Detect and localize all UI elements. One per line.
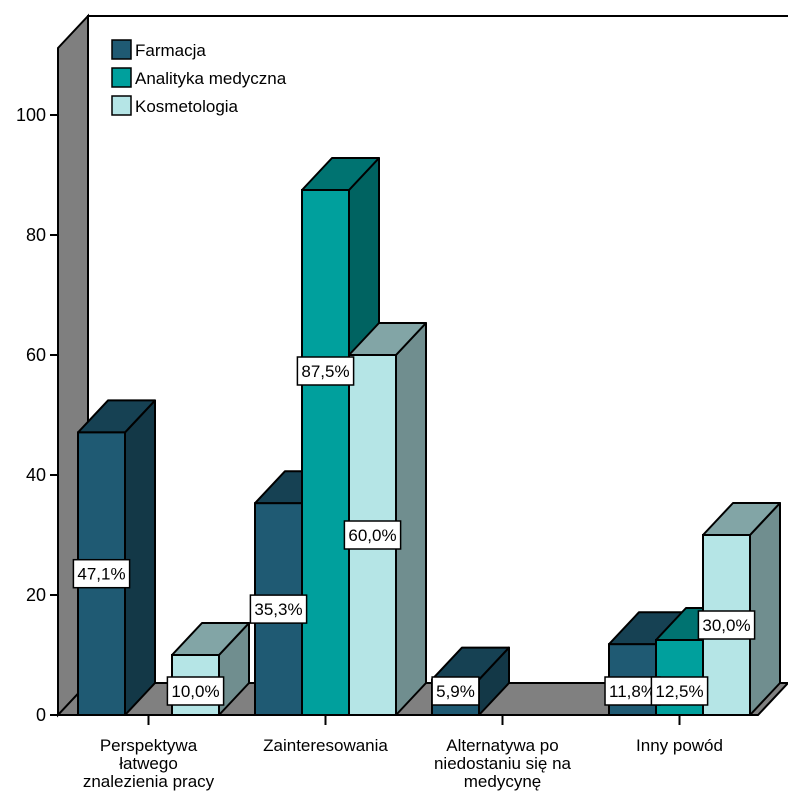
data-label-box — [296, 356, 355, 386]
data-label-text: 10,0% — [171, 682, 219, 701]
legend-swatch — [111, 39, 132, 60]
y-tick-label: 80 — [26, 225, 46, 245]
legend-label: Analityka medyczna — [135, 69, 287, 88]
data-label-box — [431, 676, 480, 706]
data-label-text: 30,0% — [702, 616, 750, 635]
data-label: 60,0% — [343, 520, 402, 550]
bar-side — [395, 322, 427, 716]
data-label-box — [166, 676, 225, 706]
data-label-text: 12,5% — [655, 682, 703, 701]
legend-swatch — [111, 67, 132, 88]
x-tick-label: Inny powód — [636, 736, 723, 755]
data-label-text: 47,1% — [77, 565, 125, 584]
data-label-text: 11,8% — [609, 682, 656, 701]
legend-label: Kosmetologia — [135, 97, 239, 116]
data-label-box — [72, 558, 131, 589]
data-label-text: 60,0% — [348, 526, 396, 545]
data-label-box — [343, 520, 402, 550]
bar-side — [124, 399, 156, 716]
x-tick-label: Perspektywa — [100, 736, 198, 755]
data-label: 12,5% — [650, 676, 709, 706]
x-tick-label: Zainteresowania — [263, 736, 388, 755]
legend-label: Farmacja — [135, 41, 206, 60]
x-tick-label: znalezienia pracy — [83, 772, 215, 791]
x-tick-label: niedostaniu się na — [434, 754, 572, 773]
data-label: 11,8% — [604, 676, 661, 706]
data-label-box — [697, 610, 756, 640]
data-label: 30,0% — [697, 610, 756, 640]
legend-swatch — [111, 95, 132, 116]
data-label: 5,9% — [431, 676, 480, 706]
legend-item: Analityka medyczna — [111, 67, 287, 88]
bar-side — [749, 502, 781, 716]
legend: Farmacja Analityka medyczna Kosmetologia — [111, 39, 287, 116]
y-tick-label: 0 — [36, 705, 46, 725]
data-label-text: 87,5% — [301, 362, 349, 381]
y-tick-label: 40 — [26, 465, 46, 485]
bar — [702, 502, 781, 716]
data-labels: 47,1% 35,3% 5,9% 11,8% 87,5% 12,5% 10,0% 60,0% 3… — [72, 356, 756, 706]
data-label: 35,3% — [249, 594, 308, 624]
data-label: 87,5% — [296, 356, 355, 386]
bar — [348, 322, 427, 716]
data-label: 10,0% — [166, 676, 225, 706]
legend-item: Kosmetologia — [111, 95, 239, 116]
y-tick-label: 20 — [26, 585, 46, 605]
data-label-text: 5,9% — [436, 682, 475, 701]
bars — [77, 157, 781, 717]
x-tick-label: łatwego — [119, 754, 178, 773]
data-label: 47,1% — [72, 558, 131, 589]
x-tick-label: Alternatywa po — [446, 736, 558, 755]
legend-item: Farmacja — [111, 39, 206, 60]
back-wall-edge — [87, 15, 788, 683]
x-tick-label: medycynę — [464, 772, 541, 791]
bar — [77, 399, 156, 716]
y-tick-label: 60 — [26, 345, 46, 365]
data-label-box — [650, 676, 709, 706]
bar-front — [301, 189, 350, 716]
data-label-box — [249, 594, 308, 624]
y-tick-label: 100 — [16, 105, 46, 125]
data-label-text: 35,3% — [254, 600, 302, 619]
y-axis: 0 20 40 60 80 100 — [16, 48, 59, 725]
